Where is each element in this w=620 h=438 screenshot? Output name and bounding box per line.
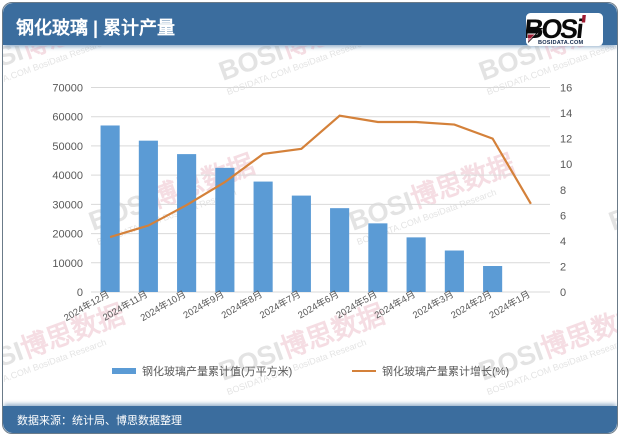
svg-text:2024年1月: 2024年1月 [487, 288, 532, 321]
svg-text:2024年7月: 2024年7月 [258, 288, 303, 321]
svg-text:0: 0 [560, 287, 566, 299]
svg-text:60000: 60000 [52, 112, 83, 124]
svg-text:2024年5月: 2024年5月 [334, 288, 379, 321]
svg-text:2024年2月: 2024年2月 [449, 288, 494, 321]
svg-text:2024年9月: 2024年9月 [181, 288, 226, 321]
svg-text:14: 14 [560, 108, 572, 120]
svg-text:16: 16 [560, 83, 572, 95]
svg-text:2: 2 [560, 261, 566, 273]
svg-text:2024年6月: 2024年6月 [296, 288, 341, 321]
svg-text:6: 6 [560, 210, 566, 222]
svg-text:2024年8月: 2024年8月 [219, 288, 264, 321]
svg-text:10: 10 [560, 159, 572, 171]
svg-text:10000: 10000 [52, 258, 83, 270]
svg-text:4: 4 [560, 236, 566, 248]
svg-text:40000: 40000 [52, 170, 83, 182]
svg-text:70000: 70000 [52, 83, 83, 95]
svg-text:0: 0 [77, 287, 83, 299]
svg-text:50000: 50000 [52, 141, 83, 153]
svg-text:8: 8 [560, 185, 566, 197]
svg-text:20000: 20000 [52, 229, 83, 241]
svg-text:30000: 30000 [52, 199, 83, 211]
svg-text:2024年3月: 2024年3月 [411, 288, 456, 321]
svg-text:2024年4月: 2024年4月 [372, 288, 417, 321]
svg-text:12: 12 [560, 134, 572, 146]
